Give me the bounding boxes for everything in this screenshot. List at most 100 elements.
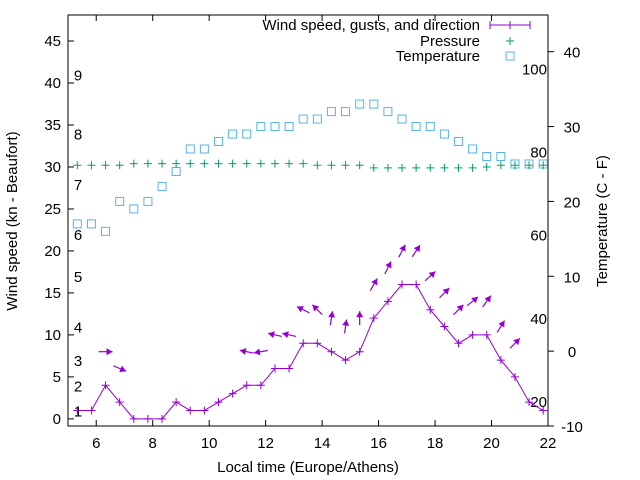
wind-speed-point xyxy=(426,305,435,314)
temperature-point xyxy=(326,107,336,117)
temperature-point xyxy=(439,129,449,139)
arrow-head-icon xyxy=(239,348,247,355)
temperature-point xyxy=(72,219,82,229)
temperature-point xyxy=(185,144,195,154)
gust-direction-arrow xyxy=(311,304,323,316)
temperature-point xyxy=(383,107,393,117)
gust-direction-arrow xyxy=(384,261,392,275)
gust-direction-arrow xyxy=(482,295,492,308)
y2-tick-label: -10 xyxy=(561,419,583,436)
pressure-point xyxy=(101,161,110,170)
pressure-point xyxy=(412,163,421,172)
temperature-point xyxy=(242,129,252,139)
wind-speed-point xyxy=(172,398,181,407)
y-tick-label: 5 xyxy=(53,369,61,386)
temperature-point xyxy=(369,99,379,109)
temperature-point xyxy=(425,122,435,132)
wind-speed-point xyxy=(285,364,294,373)
temperature-point xyxy=(284,122,294,132)
pressure-point xyxy=(73,161,82,170)
pressure-point xyxy=(496,161,505,170)
pressure-point xyxy=(313,161,322,170)
y2-tick-label: 40 xyxy=(564,45,581,62)
x-tick-label: 10 xyxy=(201,435,218,452)
gust-direction-arrow xyxy=(496,320,506,333)
fahrenheit-label: 60 xyxy=(530,228,547,245)
wind-speed-point xyxy=(129,414,138,423)
temperature-point xyxy=(157,181,167,191)
beaufort-label: 2 xyxy=(74,378,82,395)
pressure-point xyxy=(256,159,265,168)
y-tick-label: 25 xyxy=(44,201,61,218)
y-tick-label: 35 xyxy=(44,117,61,134)
legend: Wind speed, gusts, and direction Pressur… xyxy=(262,17,531,65)
temperature-point xyxy=(411,122,421,132)
gust-direction-arrow xyxy=(112,365,127,373)
pressure-point xyxy=(369,163,378,172)
beaufort-label: 4 xyxy=(74,320,82,337)
wind-speed-point xyxy=(87,406,96,415)
fahrenheit-label: 100 xyxy=(522,61,547,78)
legend-swatch-pressure xyxy=(506,37,514,45)
pressure-point xyxy=(355,161,364,170)
wind-speed-point xyxy=(214,398,223,407)
arrow-head-icon xyxy=(385,261,392,269)
pressure-point xyxy=(285,159,294,168)
temperature-point xyxy=(496,151,506,161)
pressure-point xyxy=(539,161,548,170)
wind-speed-point xyxy=(383,297,392,306)
temperature-point xyxy=(101,226,111,236)
gust-direction-arrow xyxy=(239,348,254,355)
pressure-point xyxy=(186,159,195,168)
beaufort-label: 9 xyxy=(74,68,82,85)
wind-speed-line xyxy=(77,284,544,420)
temperature-point xyxy=(171,166,181,176)
pressure-point xyxy=(383,163,392,172)
temperature-point xyxy=(256,122,266,132)
arrow-head-icon xyxy=(328,311,336,318)
pressure-point xyxy=(482,162,491,171)
wind-speed-point xyxy=(73,406,82,415)
wind-speed-point xyxy=(299,339,308,348)
gust-direction-arrow xyxy=(296,305,310,314)
x-tick-label: 8 xyxy=(149,435,157,452)
pressure-point xyxy=(454,163,463,172)
wind-speed-point xyxy=(355,347,364,356)
arrow-head-icon xyxy=(442,287,450,295)
pressure-point xyxy=(158,159,167,168)
temperature-point xyxy=(298,114,308,124)
wind-speed-point xyxy=(398,280,407,289)
legend-label-wind: Wind speed, gusts, and direction xyxy=(262,17,480,34)
temperature-point xyxy=(86,219,96,229)
temperature-point xyxy=(453,137,463,147)
temperature-point xyxy=(312,114,322,124)
wind-speed-point xyxy=(270,364,279,373)
pressure-point xyxy=(143,159,152,168)
temperature-point xyxy=(397,114,407,124)
gust-direction-arrow xyxy=(356,311,364,326)
temperature-point xyxy=(228,129,238,139)
wind-speed-point xyxy=(242,381,251,390)
wind-speed-point xyxy=(256,381,265,390)
arrow-head-icon xyxy=(119,365,127,373)
beaufort-label: 5 xyxy=(74,269,82,286)
gust-direction-arrow xyxy=(424,270,436,282)
arrow-head-icon xyxy=(428,271,436,279)
arrow-head-icon xyxy=(282,331,289,339)
pressure-point xyxy=(510,161,519,170)
fahrenheit-label: 80 xyxy=(530,145,547,162)
legend-label-pressure: Pressure xyxy=(420,33,480,50)
x-tick-label: 6 xyxy=(92,435,100,452)
wind-speed-point xyxy=(341,356,350,365)
arrow-head-icon xyxy=(342,319,350,327)
temperature-point xyxy=(129,204,139,214)
pressure-point xyxy=(468,163,477,172)
wind-speed-point xyxy=(539,406,548,415)
wind-speed-point xyxy=(101,381,110,390)
gust-direction-arrow xyxy=(509,337,521,349)
temperature-point xyxy=(115,196,125,206)
gust-direction-arrow xyxy=(369,278,378,291)
gust-direction-arrow xyxy=(466,296,479,307)
wind-speed-point xyxy=(158,414,167,423)
